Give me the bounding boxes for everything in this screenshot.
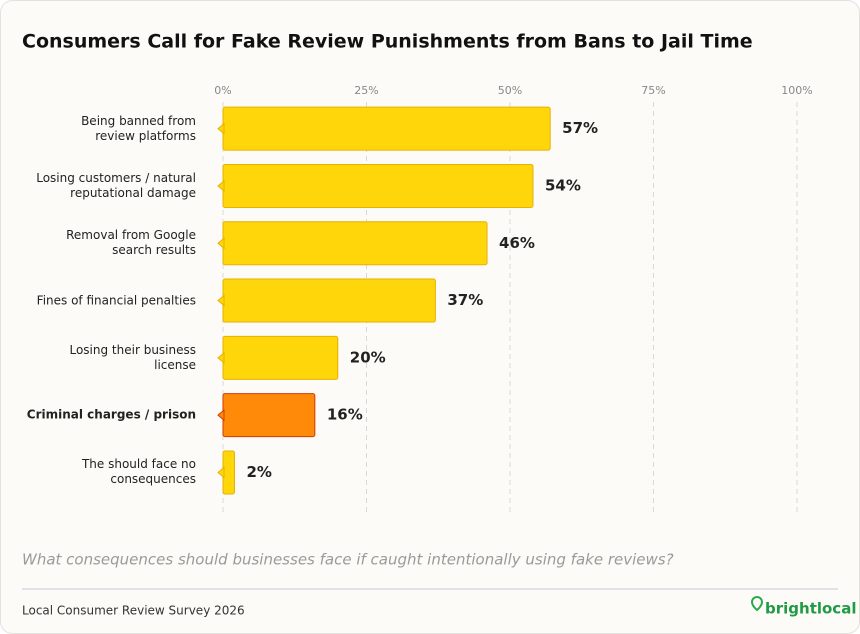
category-label: Fines of financial penalties <box>36 293 196 308</box>
bar <box>222 278 436 323</box>
category-label: Being banned from review platforms <box>81 113 196 143</box>
bar <box>222 221 488 266</box>
category-label: Losing customers / natural reputational … <box>36 170 196 200</box>
source: Local Consumer Review Survey 2026 <box>22 604 245 618</box>
bar-notch <box>217 179 225 193</box>
logo: brightlocal <box>765 600 856 618</box>
bar-notch <box>217 294 225 307</box>
value-label: 57% <box>562 119 598 137</box>
value-label: 20% <box>350 348 386 366</box>
bar-notch <box>217 351 225 364</box>
bar-notch <box>217 122 225 135</box>
x-tick-label: 75% <box>641 84 665 97</box>
x-tick-label: 0% <box>214 84 231 97</box>
bar <box>222 163 534 208</box>
bar <box>222 106 551 151</box>
chart-title: Consumers Call for Fake Review Punishmen… <box>22 31 753 53</box>
bar <box>222 393 316 438</box>
value-label: 46% <box>499 234 535 252</box>
logo-icon <box>750 596 764 612</box>
bar-notch <box>217 466 225 479</box>
value-label: 37% <box>447 291 483 309</box>
value-label: 54% <box>545 176 581 194</box>
value-label: 16% <box>327 406 363 424</box>
bar <box>222 335 339 380</box>
category-label: Criminal charges / prison <box>26 407 196 422</box>
value-label: 2% <box>246 463 271 481</box>
subtitle: What consequences should businesses face… <box>22 551 674 569</box>
category-label: Losing their business license <box>69 342 196 372</box>
category-label: The should face no consequences <box>81 457 196 487</box>
bar <box>222 450 235 495</box>
x-tick-label: 100% <box>781 84 812 97</box>
category-label: Removal from Google search results <box>66 228 196 258</box>
bar-notch <box>217 409 225 422</box>
x-tick-label: 50% <box>498 84 522 97</box>
bar-notch <box>217 237 225 250</box>
x-tick-label: 25% <box>354 84 378 97</box>
